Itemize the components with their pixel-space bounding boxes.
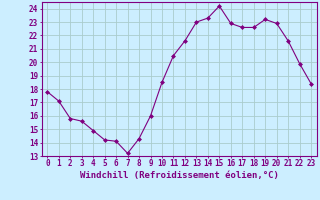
X-axis label: Windchill (Refroidissement éolien,°C): Windchill (Refroidissement éolien,°C)	[80, 171, 279, 180]
